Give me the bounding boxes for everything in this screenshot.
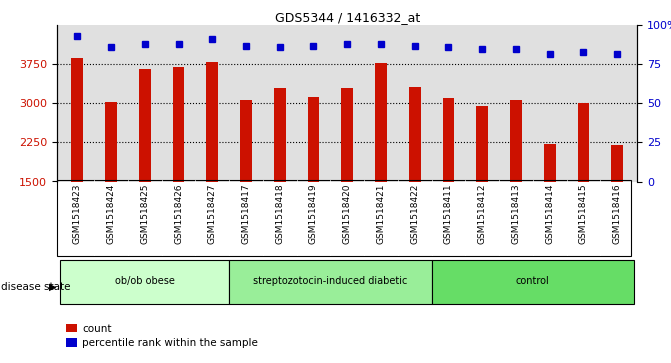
- Text: GSM1518420: GSM1518420: [343, 184, 352, 244]
- FancyBboxPatch shape: [229, 260, 431, 304]
- Text: GSM1518423: GSM1518423: [72, 184, 82, 244]
- Text: GSM1518418: GSM1518418: [275, 184, 285, 244]
- Title: GDS5344 / 1416332_at: GDS5344 / 1416332_at: [274, 11, 420, 24]
- Legend: count, percentile rank within the sample: count, percentile rank within the sample: [62, 319, 262, 352]
- Text: GSM1518424: GSM1518424: [107, 184, 115, 244]
- Bar: [409, 87, 421, 182]
- Text: GSM1518417: GSM1518417: [242, 184, 250, 244]
- Bar: [139, 69, 151, 182]
- Bar: [240, 100, 252, 182]
- Bar: [375, 63, 387, 182]
- Text: GSM1518415: GSM1518415: [579, 184, 588, 244]
- Text: streptozotocin-induced diabetic: streptozotocin-induced diabetic: [253, 276, 407, 286]
- Text: ▶: ▶: [49, 282, 56, 292]
- Text: GSM1518421: GSM1518421: [376, 184, 385, 244]
- Bar: [342, 88, 353, 182]
- Text: GSM1518412: GSM1518412: [478, 184, 486, 244]
- Text: GSM1518426: GSM1518426: [174, 184, 183, 244]
- Bar: [172, 67, 185, 182]
- Text: control: control: [516, 276, 550, 286]
- Bar: [443, 98, 454, 182]
- Bar: [105, 102, 117, 182]
- Text: disease state: disease state: [1, 282, 71, 292]
- Text: GSM1518416: GSM1518416: [613, 184, 622, 244]
- Bar: [544, 143, 556, 182]
- Text: ob/ob obese: ob/ob obese: [115, 276, 174, 286]
- Bar: [71, 58, 83, 182]
- Text: GSM1518411: GSM1518411: [444, 184, 453, 244]
- Text: GSM1518427: GSM1518427: [208, 184, 217, 244]
- Bar: [274, 88, 286, 182]
- Bar: [207, 62, 218, 182]
- Text: GSM1518414: GSM1518414: [546, 184, 554, 244]
- Text: GSM1518413: GSM1518413: [511, 184, 521, 244]
- Text: GSM1518425: GSM1518425: [140, 184, 149, 244]
- Bar: [510, 100, 522, 182]
- FancyBboxPatch shape: [60, 260, 229, 304]
- Bar: [611, 145, 623, 182]
- Bar: [476, 106, 488, 182]
- FancyBboxPatch shape: [431, 260, 634, 304]
- Bar: [307, 97, 319, 182]
- Bar: [578, 103, 589, 182]
- Text: GSM1518419: GSM1518419: [309, 184, 318, 244]
- Text: GSM1518422: GSM1518422: [410, 184, 419, 244]
